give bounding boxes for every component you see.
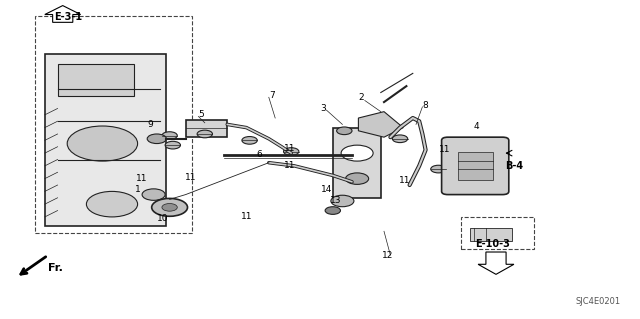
Circle shape [142, 189, 165, 200]
Text: 11: 11 [136, 174, 148, 183]
Text: 9: 9 [148, 120, 153, 129]
Bar [461, 217, 534, 249]
Text: 11: 11 [399, 176, 410, 185]
Circle shape [431, 165, 446, 173]
Circle shape [165, 141, 180, 149]
Bar [333, 128, 381, 198]
Text: 11: 11 [241, 212, 252, 221]
Text: 1: 1 [135, 185, 140, 194]
Text: B-4: B-4 [506, 161, 524, 171]
Text: 4: 4 [474, 122, 479, 130]
Text: 11: 11 [284, 144, 295, 153]
Text: SJC4E0201: SJC4E0201 [575, 297, 621, 306]
Text: 11: 11 [284, 161, 295, 170]
FancyBboxPatch shape [442, 137, 509, 195]
Text: 14: 14 [321, 185, 332, 194]
Circle shape [284, 148, 299, 155]
Text: 6: 6 [257, 150, 262, 159]
Text: 12: 12 [381, 251, 393, 260]
Circle shape [242, 137, 257, 144]
Circle shape [162, 204, 177, 211]
Text: 8: 8 [423, 101, 428, 110]
Text: E-10-3: E-10-3 [476, 239, 510, 249]
Bar [470, 228, 512, 241]
Circle shape [152, 198, 188, 216]
Bar [458, 152, 493, 180]
Circle shape [67, 126, 138, 161]
Bar [35, 16, 192, 233]
Circle shape [337, 127, 352, 135]
Bar [58, 64, 134, 96]
Text: Fr.: Fr. [48, 263, 63, 273]
Polygon shape [358, 112, 403, 137]
Text: 5: 5 [199, 110, 204, 119]
Circle shape [392, 135, 408, 143]
Text: 10: 10 [157, 214, 169, 223]
FancyArrow shape [45, 5, 81, 22]
Circle shape [331, 195, 354, 207]
Text: 11: 11 [185, 173, 196, 182]
Text: 3: 3 [321, 104, 326, 113]
Text: 2: 2 [359, 93, 364, 102]
Circle shape [162, 132, 177, 139]
Circle shape [341, 145, 373, 161]
Text: 13: 13 [330, 197, 342, 205]
Circle shape [325, 207, 340, 214]
Circle shape [197, 130, 212, 138]
Bar [45, 54, 166, 226]
Circle shape [147, 134, 166, 144]
FancyArrow shape [478, 252, 514, 274]
Circle shape [346, 173, 369, 184]
Bar [186, 120, 227, 137]
Text: 7: 7 [269, 91, 275, 100]
Text: 11: 11 [439, 145, 451, 154]
Text: E-3-1: E-3-1 [54, 12, 83, 22]
Circle shape [86, 191, 138, 217]
